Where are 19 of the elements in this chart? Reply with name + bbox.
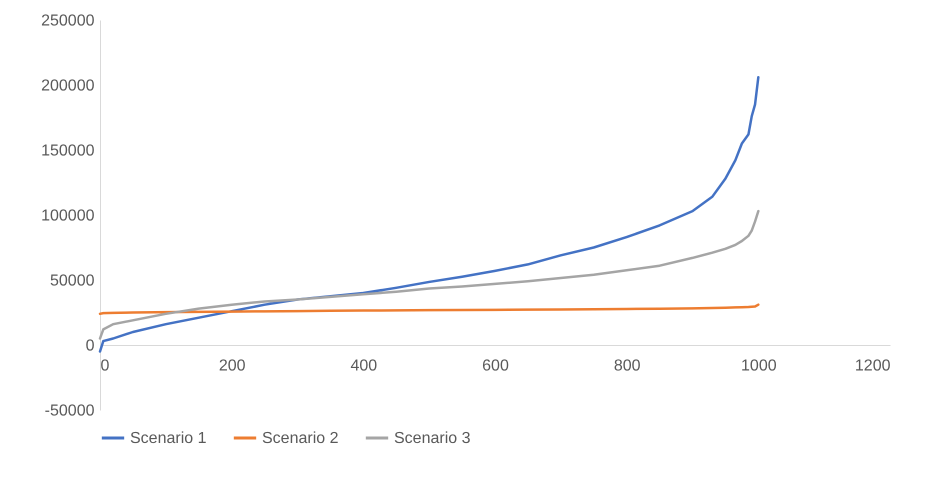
line-series [98,303,760,316]
y-tick-label: 100000 [41,208,95,224]
y-tick-label: 0 [86,338,95,354]
x-tick-label: 1000 [741,358,777,374]
line-series [98,210,760,340]
y-tick-label: -50000 [44,402,95,420]
y-tick-label: 150000 [41,142,95,160]
x-tick-label: 200 [218,358,246,374]
legend-label: Scenario 3 [394,430,471,447]
x-tick-label: 400 [350,358,378,374]
legend-label: Scenario 2 [262,430,339,447]
y-tick-label: 50000 [50,272,95,290]
x-tick-label: 600 [482,358,509,374]
x-tick-label: 800 [614,358,641,374]
x-tick-label: 0 [100,358,110,374]
y-tick-label: 200000 [41,78,95,94]
legend-label: Scenario 1 [130,430,207,447]
y-tick-label: 250000 [41,12,95,30]
x-tick-label: 1200 [854,358,891,374]
